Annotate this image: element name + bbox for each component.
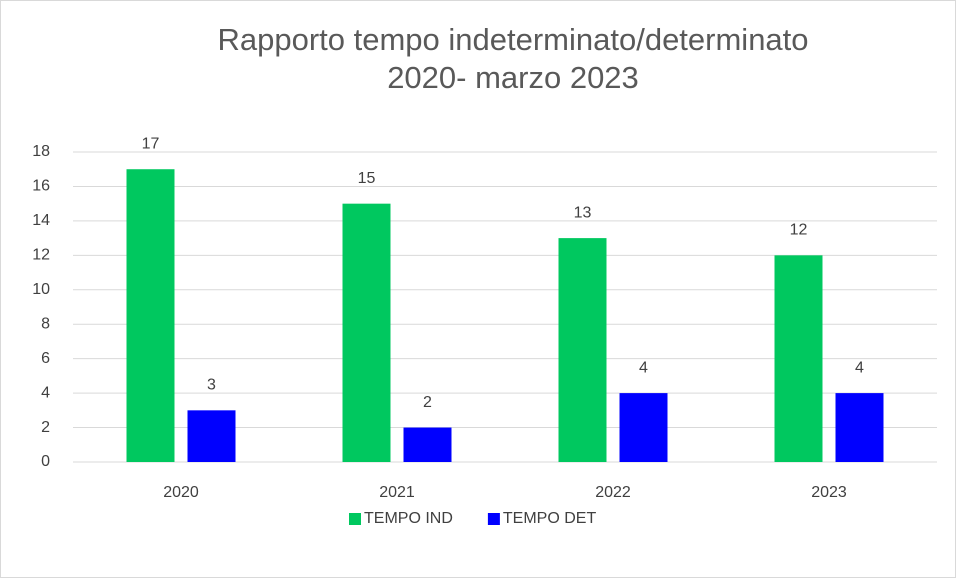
bar [835,393,884,462]
y-tick-label: 16 [32,178,50,195]
bar [403,427,452,462]
legend-label: TEMPO IND [364,510,453,527]
x-tick-label: 2021 [379,484,415,501]
bar [126,169,175,462]
y-tick-label: 12 [32,247,50,264]
y-tick-label: 2 [41,419,50,436]
bar [342,203,391,462]
y-tick-label: 10 [32,281,50,298]
y-tick-label: 6 [41,350,50,367]
chart-subtitle: 2020- marzo 2023 [387,60,639,95]
data-label: 2 [423,394,432,411]
data-label: 12 [790,222,808,239]
data-label: 4 [639,359,648,376]
y-tick-label: 4 [41,384,50,401]
data-label: 4 [855,359,864,376]
data-label: 13 [574,204,592,221]
bar [187,410,236,462]
data-label: 3 [207,377,216,394]
legend-label: TEMPO DET [503,510,597,527]
y-tick-label: 0 [41,453,50,470]
bar [774,255,823,462]
y-tick-label: 8 [41,315,50,332]
chart-title: Rapporto tempo indeterminato/determinato [217,22,808,57]
x-tick-label: 2023 [811,484,847,501]
data-label: 15 [358,170,376,187]
bar [619,393,668,462]
legend-swatch [487,513,500,525]
legend-swatch [349,513,361,525]
y-tick-label: 18 [32,143,50,160]
data-label: 17 [142,135,160,152]
x-tick-label: 2020 [163,484,199,501]
x-tick-label: 2022 [595,484,631,501]
bar [558,238,607,462]
y-tick-label: 14 [32,212,50,229]
